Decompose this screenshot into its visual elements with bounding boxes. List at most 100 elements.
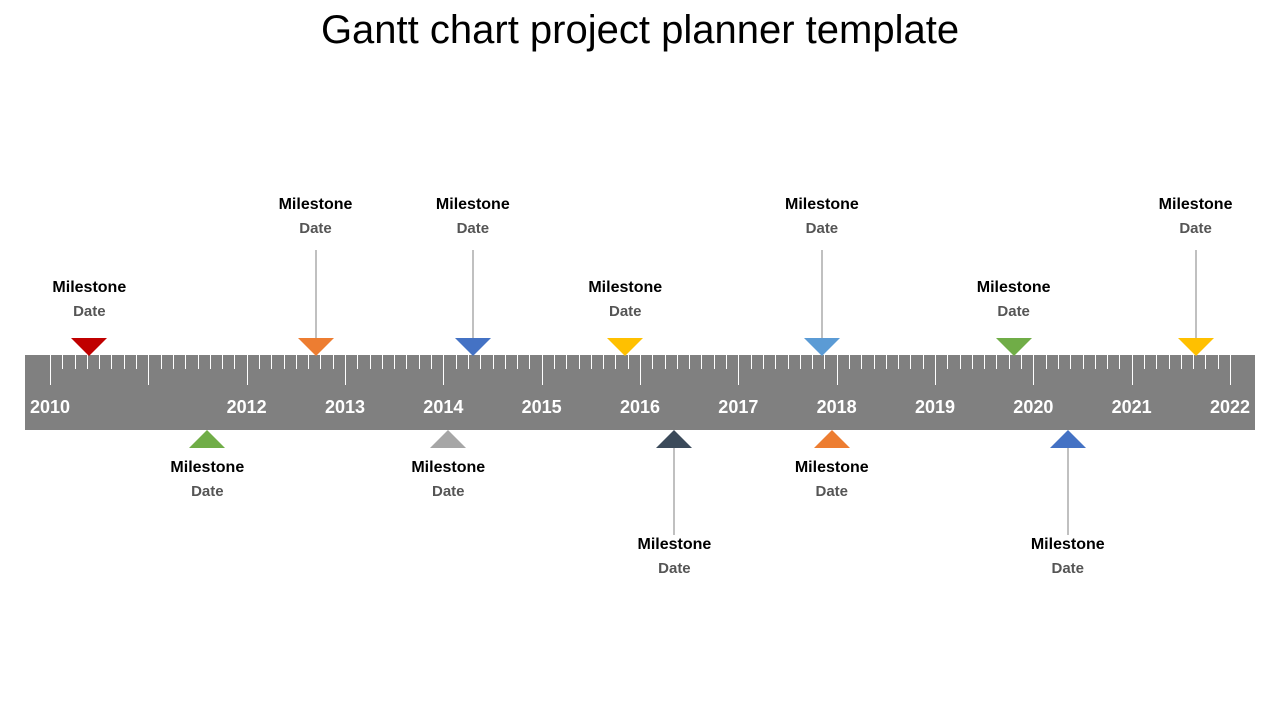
ruler-major-tick	[935, 355, 936, 385]
ruler-minor-tick	[751, 355, 752, 369]
ruler-minor-tick	[75, 355, 76, 369]
ruler-minor-tick	[1218, 355, 1219, 369]
ruler-minor-tick	[923, 355, 924, 369]
milestone-marker-up-icon	[814, 430, 850, 448]
ruler-minor-tick	[493, 355, 494, 369]
milestone-connector	[821, 250, 822, 338]
year-label: 2010	[30, 397, 70, 418]
ruler-minor-tick	[972, 355, 973, 369]
milestone: MilestoneDate	[1126, 195, 1266, 237]
ruler-minor-tick	[333, 355, 334, 369]
ruler-minor-tick	[99, 355, 100, 369]
ruler-minor-tick	[812, 355, 813, 369]
timeline-ruler: 2010201220132014201520162017201820192020…	[25, 355, 1255, 430]
ruler-major-tick	[345, 355, 346, 385]
ruler-minor-tick	[689, 355, 690, 369]
ruler-major-tick	[50, 355, 51, 385]
ruler-minor-tick	[394, 355, 395, 369]
ruler-minor-tick	[1095, 355, 1096, 369]
ruler-major-tick	[640, 355, 641, 385]
milestone-date: Date	[752, 220, 892, 237]
ruler-minor-tick	[984, 355, 985, 369]
ruler-minor-tick	[1119, 355, 1120, 369]
ruler-major-tick	[738, 355, 739, 385]
year-label: 2016	[620, 397, 660, 418]
ruler-minor-tick	[111, 355, 112, 369]
page-title: Gantt chart project planner template	[0, 8, 1280, 53]
ruler-ticks: 2010201220132014201520162017201820192020…	[25, 355, 1255, 430]
ruler-minor-tick	[824, 355, 825, 369]
ruler-minor-tick	[947, 355, 948, 369]
year-label: 2013	[325, 397, 365, 418]
milestone-marker-up-icon	[189, 430, 225, 448]
ruler-minor-tick	[1205, 355, 1206, 369]
ruler-minor-tick	[419, 355, 420, 369]
milestone-title: Milestone	[555, 278, 695, 297]
milestone-title: Milestone	[1126, 195, 1266, 214]
ruler-minor-tick	[591, 355, 592, 369]
ruler-major-tick	[1033, 355, 1034, 385]
ruler-minor-tick	[652, 355, 653, 369]
milestone-marker-up-icon	[1050, 430, 1086, 448]
ruler-minor-tick	[222, 355, 223, 369]
milestone-connector	[1067, 448, 1068, 535]
year-label: 2019	[915, 397, 955, 418]
milestone: MilestoneDate	[403, 195, 543, 237]
ruler-minor-tick	[898, 355, 899, 369]
ruler-minor-tick	[136, 355, 137, 369]
milestone-title: Milestone	[246, 195, 386, 214]
milestone-title: Milestone	[998, 535, 1138, 554]
ruler-minor-tick	[529, 355, 530, 369]
ruler-minor-tick	[198, 355, 199, 369]
ruler-minor-tick	[468, 355, 469, 369]
ruler-major-tick	[837, 355, 838, 385]
ruler-minor-tick	[296, 355, 297, 369]
ruler-minor-tick	[1193, 355, 1194, 369]
milestone-date: Date	[137, 483, 277, 500]
year-label: 2021	[1112, 397, 1152, 418]
milestone-title: Milestone	[378, 458, 518, 477]
milestone-date: Date	[403, 220, 543, 237]
ruler-minor-tick	[615, 355, 616, 369]
milestone-date: Date	[19, 303, 159, 320]
milestone-title: Milestone	[19, 278, 159, 297]
milestone-title: Milestone	[944, 278, 1084, 297]
milestone: MilestoneDate	[944, 278, 1084, 320]
milestone: Milestone Date	[19, 278, 159, 320]
ruler-minor-tick	[185, 355, 186, 369]
milestone: MilestoneDate	[378, 458, 518, 500]
milestone-marker-up-icon	[430, 430, 466, 448]
ruler-minor-tick	[406, 355, 407, 369]
milestone-marker-down-icon	[455, 338, 491, 356]
ruler-minor-tick	[800, 355, 801, 369]
ruler-minor-tick	[763, 355, 764, 369]
milestone: MilestoneDate	[246, 195, 386, 237]
ruler-major-tick	[1230, 355, 1231, 385]
ruler-minor-tick	[1107, 355, 1108, 369]
year-label: 2022	[1210, 397, 1250, 418]
ruler-minor-tick	[628, 355, 629, 369]
milestone: Milestone Date	[604, 535, 744, 577]
ruler-minor-tick	[161, 355, 162, 369]
ruler-minor-tick	[370, 355, 371, 369]
milestone-title: Milestone	[762, 458, 902, 477]
ruler-minor-tick	[1021, 355, 1022, 369]
milestone-connector	[472, 250, 473, 338]
milestone-title: Milestone	[604, 535, 744, 554]
ruler-minor-tick	[726, 355, 727, 369]
milestone-marker-down-icon	[71, 338, 107, 356]
ruler-minor-tick	[271, 355, 272, 369]
ruler-minor-tick	[861, 355, 862, 369]
milestone-date: Date	[998, 560, 1138, 577]
milestone-date: Date	[604, 560, 744, 577]
ruler-minor-tick	[124, 355, 125, 369]
ruler-minor-tick	[480, 355, 481, 369]
ruler-minor-tick	[701, 355, 702, 369]
ruler-minor-tick	[849, 355, 850, 369]
ruler-minor-tick	[87, 355, 88, 369]
ruler-minor-tick	[1083, 355, 1084, 369]
ruler-minor-tick	[210, 355, 211, 369]
year-label: 2017	[718, 397, 758, 418]
ruler-minor-tick	[62, 355, 63, 369]
ruler-major-tick	[247, 355, 248, 385]
